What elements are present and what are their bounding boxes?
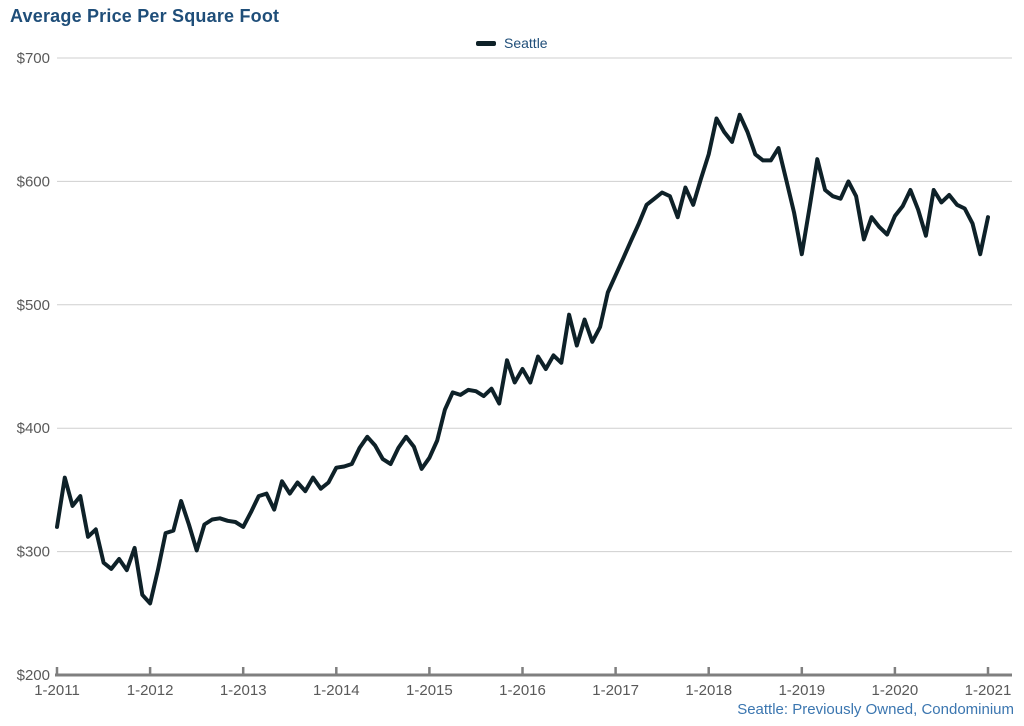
y-axis-label: $700	[17, 50, 50, 67]
x-axis-label: 1-2017	[592, 682, 639, 699]
source-note: Seattle: Previously Owned, Condominium	[737, 701, 1014, 718]
y-axis-label: $200	[17, 667, 50, 684]
y-axis-label: $500	[17, 297, 50, 314]
x-axis-label: 1-2011	[34, 682, 80, 699]
seattle-line-swatch-icon	[476, 40, 496, 46]
y-axis-label: $300	[17, 544, 50, 561]
x-axis-label: 1-2013	[220, 682, 267, 699]
x-axis-label: 1-2019	[778, 682, 825, 699]
y-axis-label: $400	[17, 420, 50, 437]
x-axis-label: 1-2012	[127, 682, 174, 699]
x-axis-label: 1-2018	[685, 682, 732, 699]
x-axis-label: 1-2015	[406, 682, 453, 699]
legend: Seattle	[476, 35, 548, 51]
x-axis-label: 1-2016	[499, 682, 546, 699]
legend-label-seattle: Seattle	[504, 35, 548, 51]
x-axis-label: 1-2020	[872, 682, 919, 699]
x-axis-label: 1-2014	[313, 682, 360, 699]
chart-title: Average Price Per Square Foot	[10, 6, 280, 26]
y-axis-label: $600	[17, 173, 50, 190]
price-line-seattle	[55, 112, 990, 606]
x-axis-label: 1-2021	[965, 682, 1012, 699]
